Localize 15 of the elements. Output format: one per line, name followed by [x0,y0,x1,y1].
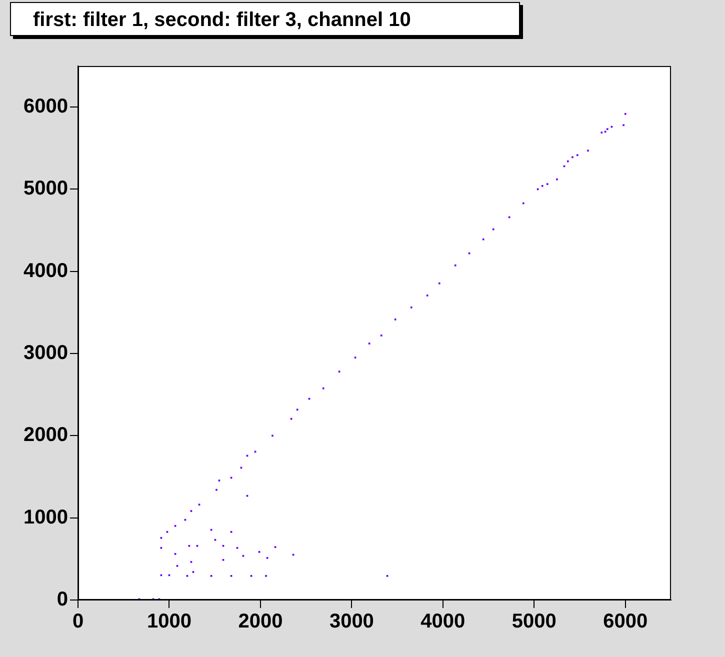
chart-title: first: filter 1, second: filter 3, channel 10 [10,2,520,36]
y-tick-label: 4000 [24,260,68,282]
x-tick-label: 1000 [146,610,192,633]
x-tick-label: 0 [72,610,84,633]
y-tick-label: 2000 [24,424,68,446]
x-tick-label: 3000 [329,610,374,633]
y-tick-label: 3000 [24,342,68,364]
y-tick-label: 6000 [24,96,68,118]
x-tick-label: 4000 [420,610,466,633]
y-tick-label: 1000 [24,506,68,528]
y-tick-label: 5000 [24,178,68,200]
y-tick-label: 0 [56,588,68,611]
x-tick-label: 5000 [512,610,556,633]
x-tick-label: 6000 [603,610,648,633]
x-tick-label: 2000 [238,610,283,633]
